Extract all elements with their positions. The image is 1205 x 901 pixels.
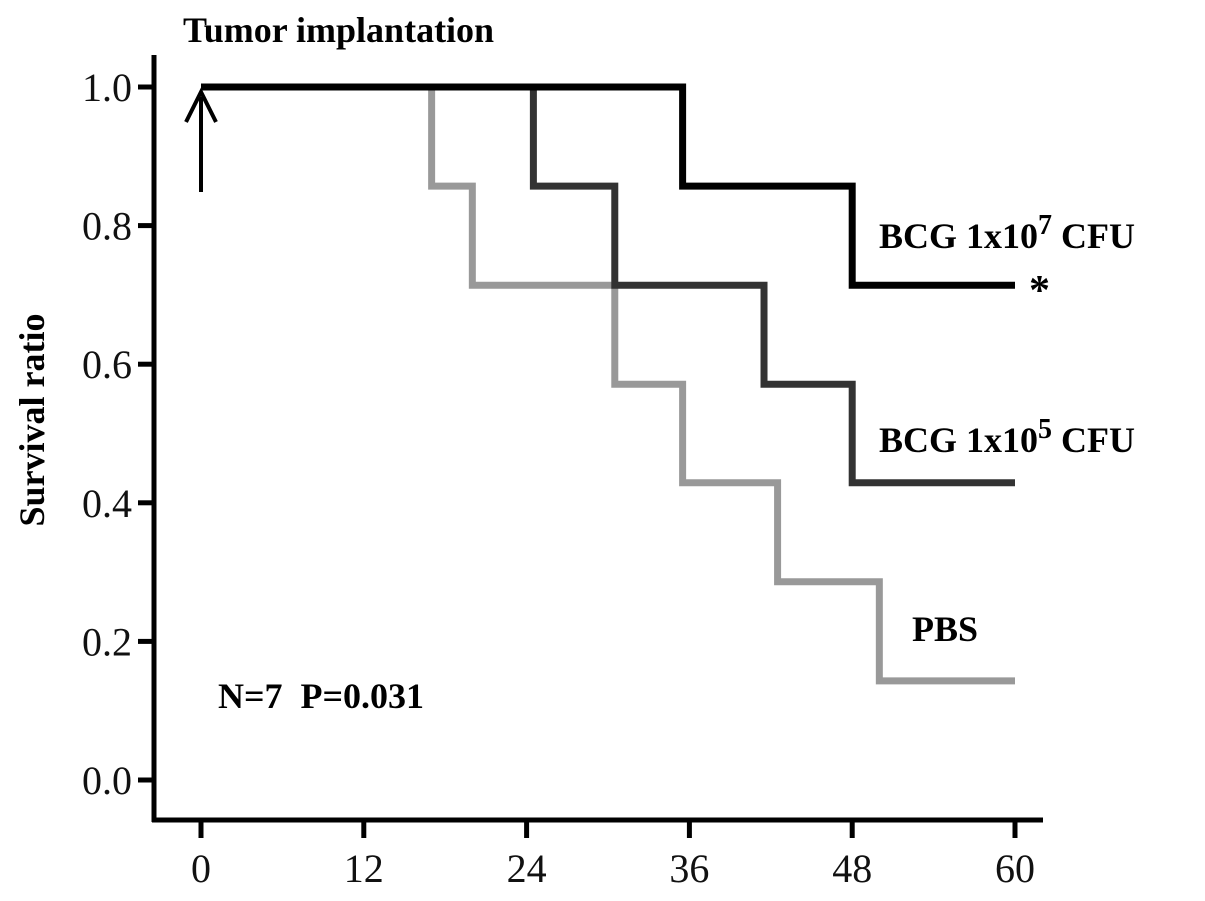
series-label-pbs: PBS [912, 609, 978, 649]
series-label-bcg7: BCG 1x107 CFU [879, 210, 1135, 256]
y-tick-label: 1.0 [82, 65, 132, 110]
y-tick-label: 0.2 [82, 619, 132, 664]
y-ticks: 0.0 0.2 0.4 0.6 0.8 1.0 [82, 65, 154, 803]
series-line-pbs [201, 83, 1015, 685]
y-tick-label: 0.6 [82, 342, 132, 387]
x-tick-label: 0 [191, 846, 211, 891]
stats-annotation: N=7 P=0.031 [218, 676, 424, 716]
y-tick-label: 0.8 [82, 204, 132, 249]
implantation-arrow-icon [184, 87, 218, 192]
y-tick-label: 0.0 [82, 758, 132, 803]
series-line-bcg-1x10-5-cfu [201, 83, 1015, 487]
chart-title: Tumor implantation [183, 10, 494, 50]
series-line-bcg-1x10-7-cfu [201, 83, 1015, 289]
x-tick-label: 36 [669, 846, 709, 891]
x-ticks: 0 12 24 36 48 60 [191, 820, 1035, 891]
series-layer [201, 83, 1015, 685]
series-marker-asterisk: * [1029, 268, 1050, 314]
x-tick-label: 60 [995, 846, 1035, 891]
x-tick-label: 24 [507, 846, 547, 891]
y-axis-label: Survival ratio [12, 314, 52, 527]
series-label-bcg5: BCG 1x105 CFU [879, 414, 1135, 460]
y-tick-label: 0.4 [82, 481, 132, 526]
x-tick-label: 12 [344, 846, 384, 891]
x-tick-label: 48 [832, 846, 872, 891]
